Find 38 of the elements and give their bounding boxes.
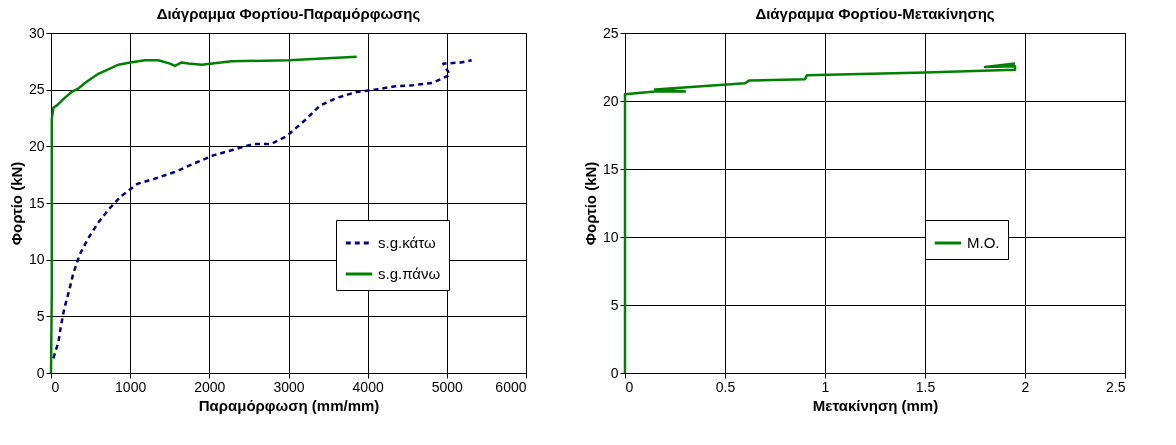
y-tick-label: 15 xyxy=(602,160,619,177)
x-tick-label: 1000 xyxy=(115,378,147,395)
y-tick-label: 15 xyxy=(28,194,45,211)
y-tick-label: 10 xyxy=(602,228,619,245)
y-tick-label: 25 xyxy=(602,24,619,41)
y-tick-label: 0 xyxy=(36,364,45,381)
y-tick-label: 0 xyxy=(610,364,619,381)
x-axis-title: Παραμόρφωση (mm/mm) xyxy=(198,396,380,414)
legend-label: Μ.Ο. xyxy=(967,234,1000,251)
x-tick-label: 4000 xyxy=(352,378,384,395)
line-series xyxy=(52,58,473,360)
line-series xyxy=(623,62,1017,375)
y-tick-label: 20 xyxy=(28,137,45,154)
y-tick-label: 20 xyxy=(602,92,619,109)
chart-title: Διάγραμμα Φορτίου-Μετακίνησης xyxy=(755,5,995,22)
y-tick-label: 10 xyxy=(28,251,45,268)
line-series xyxy=(49,55,358,375)
y-tick-label: 5 xyxy=(610,296,619,313)
x-axis-title: Μετακίνηση (mm) xyxy=(812,396,939,414)
x-tick-label: 0 xyxy=(51,378,60,395)
x-tick-label: 2.5 xyxy=(1106,378,1126,395)
x-tick-label: 2000 xyxy=(194,378,226,395)
x-tick-label: 0 xyxy=(625,378,634,395)
x-tick-label: 2 xyxy=(1021,378,1030,395)
y-tick-label: 5 xyxy=(36,307,45,324)
x-tick-label: 1.5 xyxy=(915,378,936,395)
chart-title: Διάγραμμα Φορτίου-Παραμόρφωσης xyxy=(156,5,421,22)
y-tick-label: 30 xyxy=(28,24,45,41)
legend-label: s.g.κάτω xyxy=(378,234,436,251)
y-axis-title: Φορτίο (kN) xyxy=(7,161,25,246)
x-tick-label: 3000 xyxy=(273,378,305,395)
x-tick-label: 5000 xyxy=(431,378,464,395)
x-tick-label: 1 xyxy=(821,378,830,395)
y-tick-label: 25 xyxy=(28,81,45,98)
x-tick-label: 6000 xyxy=(495,378,527,395)
x-tick-label: 0.5 xyxy=(715,378,736,395)
y-axis-title: Φορτίο (kN) xyxy=(581,161,599,246)
legend-label: s.g.πάνω xyxy=(378,265,441,282)
